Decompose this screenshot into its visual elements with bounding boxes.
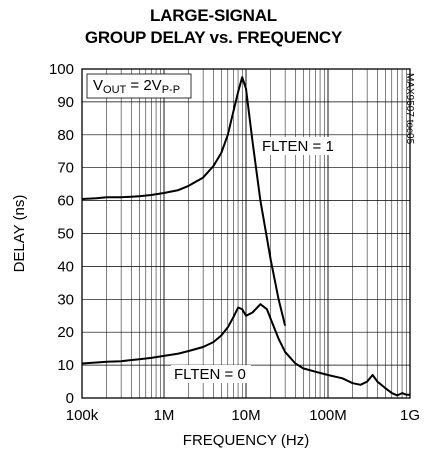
x-tick-label: 100k <box>66 407 99 424</box>
x-tick-labels: 100k 1M 10M 100M 1G <box>66 407 420 424</box>
flten0-label: FLTEN = 0 <box>174 366 246 383</box>
series-line-flten-0 <box>81 303 410 397</box>
y-tick-label: 60 <box>57 193 74 210</box>
x-tick-label: 100M <box>309 407 347 424</box>
y-tick-label: 0 <box>66 390 74 407</box>
y-tick-labels: 0 10 20 30 40 50 60 70 80 90 100 <box>49 61 74 407</box>
y-tick-label: 90 <box>57 94 74 111</box>
y-tick-label: 20 <box>57 324 74 341</box>
chart-title-line-1: LARGE-SIGNAL <box>150 6 277 25</box>
chart-title-line-2: GROUP DELAY vs. FREQUENCY <box>84 28 343 47</box>
condition-label: VOUT = 2VP-P <box>93 77 180 96</box>
series-lines <box>81 76 410 397</box>
y-tick-label: 70 <box>57 160 74 177</box>
y-tick-label: 10 <box>57 357 74 374</box>
figure-id: MAX9507 toc05 <box>404 73 415 145</box>
y-tick-label: 30 <box>57 291 74 308</box>
x-tick-label: 1G <box>400 407 420 424</box>
plot-frame <box>81 68 411 399</box>
series-line-flten-1 <box>81 76 287 326</box>
y-tick-label: 80 <box>57 127 74 144</box>
y-tick-label: 40 <box>57 258 74 275</box>
y-tick-label: 100 <box>49 61 74 78</box>
chart-grid <box>82 69 410 398</box>
y-tick-label: 50 <box>57 226 74 243</box>
x-tick-label: 10M <box>231 407 260 424</box>
condition-label-box <box>86 73 192 99</box>
x-tick-label: 1M <box>154 407 175 424</box>
x-axis-label: FREQUENCY (Hz) <box>183 432 309 449</box>
flten1-label-bg <box>259 137 339 155</box>
y-axis-label: DELAY (ns) <box>11 195 28 273</box>
flten1-label: FLTEN = 1 <box>262 138 334 155</box>
flten0-label-bg <box>171 365 251 383</box>
